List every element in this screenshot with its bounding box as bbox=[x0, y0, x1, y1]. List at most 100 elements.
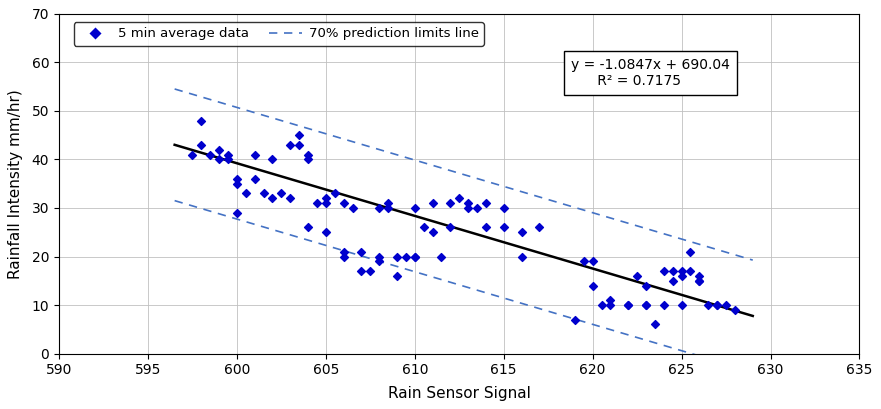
Point bbox=[621, 302, 635, 308]
Point bbox=[399, 253, 413, 260]
Point bbox=[248, 151, 262, 158]
Point bbox=[443, 200, 457, 207]
Point bbox=[666, 268, 680, 274]
Point bbox=[283, 142, 297, 148]
Point bbox=[452, 195, 466, 202]
Point bbox=[301, 151, 315, 158]
Point bbox=[319, 195, 333, 202]
Point bbox=[586, 282, 600, 289]
Point bbox=[319, 229, 333, 236]
Point bbox=[595, 302, 609, 308]
Point bbox=[408, 205, 422, 211]
Point bbox=[692, 278, 707, 284]
Point bbox=[434, 253, 448, 260]
Point bbox=[265, 156, 279, 163]
Point bbox=[479, 224, 493, 231]
Point bbox=[363, 268, 377, 274]
Point bbox=[719, 302, 733, 308]
Point bbox=[292, 142, 307, 148]
Point bbox=[212, 156, 226, 163]
Point bbox=[479, 200, 493, 207]
Point bbox=[319, 200, 333, 207]
Point bbox=[408, 253, 422, 260]
Point bbox=[185, 151, 199, 158]
Point bbox=[265, 195, 279, 202]
Text: y = -1.0847x + 690.04
      R² = 0.7175: y = -1.0847x + 690.04 R² = 0.7175 bbox=[571, 58, 730, 88]
Point bbox=[515, 229, 529, 236]
Point bbox=[372, 205, 386, 211]
Point bbox=[728, 307, 742, 313]
Point bbox=[212, 146, 226, 153]
Point bbox=[603, 297, 618, 303]
Point bbox=[354, 268, 368, 274]
Point bbox=[337, 200, 351, 207]
Point bbox=[710, 302, 724, 308]
Point bbox=[372, 258, 386, 265]
Point bbox=[390, 253, 404, 260]
Point bbox=[239, 190, 253, 197]
Point bbox=[692, 273, 707, 279]
Point bbox=[532, 224, 546, 231]
Point bbox=[639, 302, 653, 308]
X-axis label: Rain Sensor Signal: Rain Sensor Signal bbox=[388, 386, 530, 401]
Point bbox=[497, 224, 511, 231]
Point bbox=[675, 302, 689, 308]
Point bbox=[292, 132, 307, 139]
Point bbox=[426, 200, 440, 207]
Point bbox=[204, 151, 218, 158]
Point bbox=[497, 205, 511, 211]
Point bbox=[568, 316, 582, 323]
Point bbox=[310, 200, 324, 207]
Point bbox=[586, 258, 600, 265]
Point bbox=[710, 302, 724, 308]
Point bbox=[692, 278, 707, 284]
Point bbox=[328, 190, 342, 197]
Point bbox=[230, 180, 244, 187]
Point bbox=[470, 205, 484, 211]
Point bbox=[639, 282, 653, 289]
Point bbox=[390, 273, 404, 279]
Point bbox=[603, 302, 618, 308]
Point bbox=[195, 117, 209, 124]
Point bbox=[666, 278, 680, 284]
Y-axis label: Rainfall Intensity mm/hr): Rainfall Intensity mm/hr) bbox=[8, 89, 23, 279]
Point bbox=[675, 268, 689, 274]
Point bbox=[256, 190, 270, 197]
Point bbox=[283, 195, 297, 202]
Point bbox=[337, 253, 351, 260]
Point bbox=[301, 224, 315, 231]
Point bbox=[443, 224, 457, 231]
Point bbox=[656, 268, 670, 274]
Point bbox=[684, 268, 698, 274]
Point bbox=[684, 248, 698, 255]
Point bbox=[701, 302, 715, 308]
Point bbox=[230, 175, 244, 182]
Point bbox=[408, 253, 422, 260]
Point bbox=[248, 175, 262, 182]
Point bbox=[639, 302, 653, 308]
Point bbox=[354, 248, 368, 255]
Point bbox=[221, 151, 235, 158]
Point bbox=[345, 205, 359, 211]
Point bbox=[417, 224, 431, 231]
Point bbox=[381, 200, 396, 207]
Point bbox=[515, 253, 529, 260]
Point bbox=[301, 156, 315, 163]
Point bbox=[461, 205, 475, 211]
Point bbox=[381, 205, 396, 211]
Point bbox=[372, 253, 386, 260]
Point bbox=[426, 229, 440, 236]
Point bbox=[630, 273, 644, 279]
Point bbox=[577, 258, 591, 265]
Point bbox=[461, 200, 475, 207]
Point bbox=[230, 209, 244, 216]
Point bbox=[621, 302, 635, 308]
Point bbox=[337, 248, 351, 255]
Point bbox=[648, 321, 662, 328]
Point bbox=[221, 156, 235, 163]
Legend: 5 min average data, 70% prediction limits line: 5 min average data, 70% prediction limit… bbox=[74, 22, 485, 46]
Point bbox=[656, 302, 670, 308]
Point bbox=[195, 142, 209, 148]
Point bbox=[274, 190, 288, 197]
Point bbox=[675, 273, 689, 279]
